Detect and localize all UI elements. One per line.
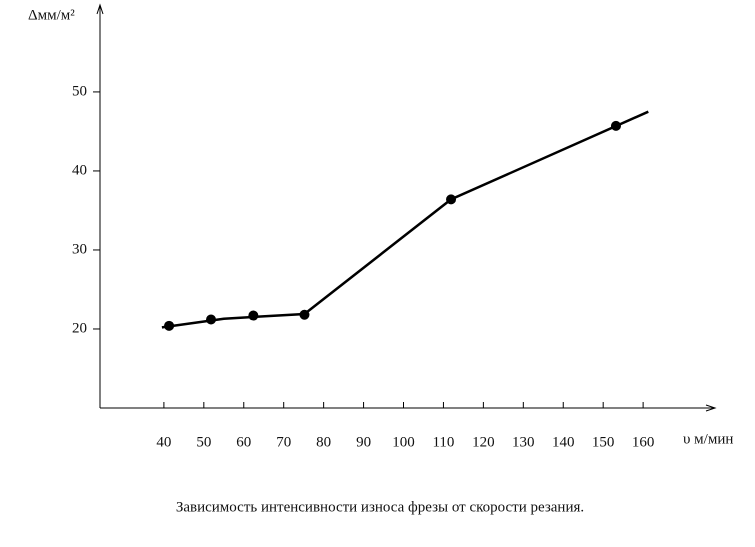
x-tick-label: 50: [196, 434, 211, 450]
x-tick-label: 120: [472, 434, 495, 450]
x-tick-label: 110: [432, 434, 454, 450]
data-point: [248, 310, 259, 321]
y-axis-arrow: [96, 3, 104, 15]
x-tick-label: 70: [276, 434, 291, 450]
x-tick-label: 150: [592, 434, 615, 450]
x-tick-label: 90: [356, 434, 371, 450]
x-tick-label: 80: [316, 434, 331, 450]
y-tick-label: 20: [72, 320, 87, 336]
data-point: [299, 309, 310, 320]
data-point: [206, 314, 217, 325]
data-point: [610, 120, 621, 131]
x-tick-label: 60: [236, 434, 251, 450]
y-tick-label: 40: [72, 162, 87, 178]
caption: Зависимость интенсивности износа фрезы о…: [176, 499, 584, 515]
data-point: [446, 194, 457, 205]
x-tick-label: 100: [392, 434, 415, 450]
x-tick-label: 40: [156, 434, 171, 450]
y-tick-label: 30: [72, 241, 87, 257]
data-point: [164, 320, 175, 331]
x-tick-label: 140: [552, 434, 575, 450]
data-line: [161, 110, 649, 329]
y-axis-label: Δмм/м²: [28, 7, 75, 23]
x-axis-label: υ м/мин: [683, 431, 733, 447]
x-tick-label: 160: [632, 434, 655, 450]
y-tick-label: 50: [72, 83, 87, 99]
x-axis-arrow: [705, 404, 717, 412]
x-tick-label: 130: [512, 434, 535, 450]
